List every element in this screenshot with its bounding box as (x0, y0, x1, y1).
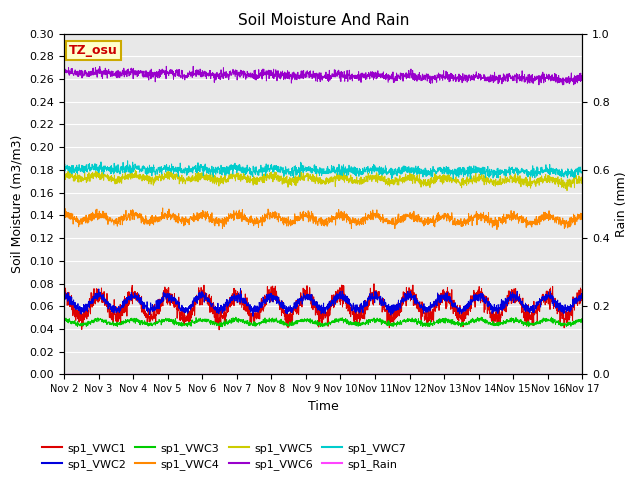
Y-axis label: Soil Moisture (m3/m3): Soil Moisture (m3/m3) (11, 135, 24, 273)
X-axis label: Time: Time (308, 400, 339, 413)
Text: TZ_osu: TZ_osu (69, 44, 118, 57)
Legend: sp1_VWC1, sp1_VWC2, sp1_VWC3, sp1_VWC4, sp1_VWC5, sp1_VWC6, sp1_VWC7, sp1_Rain: sp1_VWC1, sp1_VWC2, sp1_VWC3, sp1_VWC4, … (38, 438, 411, 474)
Y-axis label: Rain (mm): Rain (mm) (616, 171, 628, 237)
Title: Soil Moisture And Rain: Soil Moisture And Rain (237, 13, 409, 28)
